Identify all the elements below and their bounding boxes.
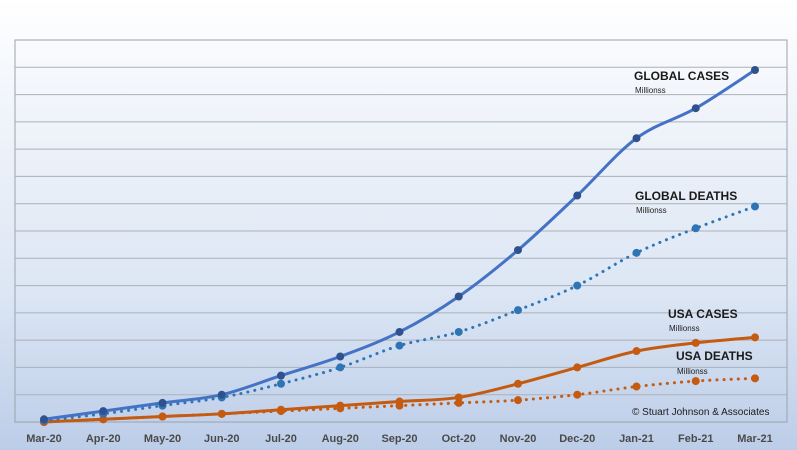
data-point xyxy=(632,134,641,143)
data-point xyxy=(336,352,345,361)
x-tick-label: Dec-20 xyxy=(559,433,595,445)
data-point xyxy=(514,306,522,315)
annotation-usa-cases: USA CASES Millionss xyxy=(668,307,738,333)
data-point xyxy=(336,401,345,410)
data-point xyxy=(632,248,641,257)
global-deaths-units: Millionss xyxy=(636,206,667,215)
x-tick-label: Apr-20 xyxy=(86,433,121,445)
data-point xyxy=(632,382,641,391)
data-point xyxy=(99,407,108,416)
data-point xyxy=(40,415,48,424)
data-point xyxy=(217,409,226,418)
data-point xyxy=(454,393,463,402)
x-tick-label: Jun-20 xyxy=(204,433,239,445)
data-point xyxy=(277,371,285,380)
x-tick-label: Mar-21 xyxy=(737,433,772,445)
data-point xyxy=(514,396,522,405)
x-tick-label: Nov-20 xyxy=(500,433,537,445)
gridlines xyxy=(15,66,787,396)
data-point xyxy=(514,246,522,255)
usa-cases-label: USA CASES xyxy=(668,307,738,321)
series-line xyxy=(42,204,757,423)
data-point xyxy=(573,281,582,290)
data-point xyxy=(454,292,463,301)
copyright-credit: © Stuart Johnson & Associates xyxy=(632,407,769,418)
data-point xyxy=(395,341,404,350)
data-point xyxy=(751,66,759,75)
annotation-usa-deaths: USA DEATHS Millionss xyxy=(676,349,753,376)
data-point xyxy=(277,379,285,388)
data-point xyxy=(691,104,700,113)
series-layer xyxy=(40,66,759,426)
x-tick-label: Oct-20 xyxy=(442,433,476,445)
data-point xyxy=(691,377,700,386)
annotation-global-deaths: GLOBAL DEATHS Millionss xyxy=(635,189,737,215)
x-tick-label: Aug-20 xyxy=(322,433,359,445)
data-point xyxy=(395,327,404,336)
data-point xyxy=(751,202,759,211)
data-point xyxy=(691,338,700,347)
data-point xyxy=(573,363,582,372)
series-global-deaths xyxy=(40,202,759,425)
x-tick-label: Mar-20 xyxy=(26,433,61,445)
data-point xyxy=(277,405,285,414)
x-tick-label: Sep-20 xyxy=(381,433,417,445)
x-tick-label: May-20 xyxy=(144,433,181,445)
data-point xyxy=(514,379,522,388)
data-point xyxy=(751,374,759,383)
usa-cases-units: Millionss xyxy=(669,324,700,333)
data-point xyxy=(632,347,641,356)
x-tick-label: Feb-21 xyxy=(678,433,713,445)
data-point xyxy=(691,224,700,233)
data-point xyxy=(336,363,345,372)
global-cases-units: Millionss xyxy=(635,86,666,95)
data-point xyxy=(217,390,226,399)
x-tick-label: Jul-20 xyxy=(265,433,297,445)
global-deaths-label: GLOBAL DEATHS xyxy=(635,189,737,203)
x-tick-label: Jan-21 xyxy=(619,433,654,445)
data-point xyxy=(454,327,463,336)
data-point xyxy=(158,412,167,421)
usa-deaths-units: Millionss xyxy=(677,367,708,376)
x-axis-tick-labels: Mar-20 Apr-20 May-20 Jun-20 Jul-20 Aug-20 Sep-… xyxy=(26,433,772,445)
data-point xyxy=(395,397,404,406)
global-cases-label: GLOBAL CASES xyxy=(634,69,729,83)
annotation-global-cases: GLOBAL CASES Millionss xyxy=(634,69,729,95)
data-point xyxy=(573,191,582,200)
series-line xyxy=(42,68,757,421)
data-point xyxy=(751,333,759,342)
data-point xyxy=(158,398,167,407)
data-point xyxy=(573,390,582,399)
usa-deaths-label: USA DEATHS xyxy=(676,349,753,363)
series-global-cases xyxy=(40,66,759,424)
